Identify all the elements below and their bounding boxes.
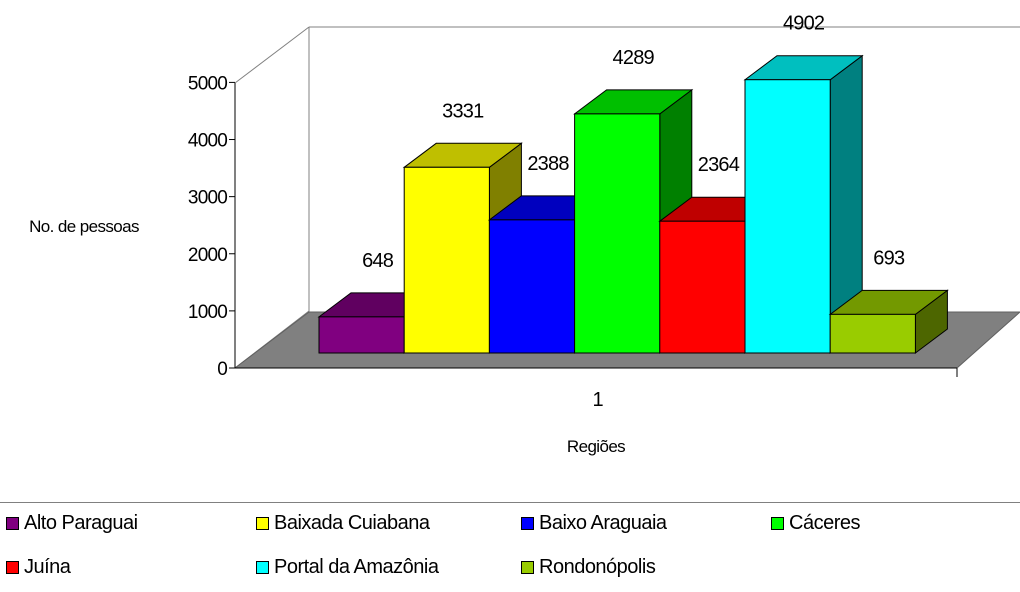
back-wall-edge xyxy=(234,27,310,369)
bar-front xyxy=(318,316,405,354)
data-label: 4289 xyxy=(613,47,655,69)
y-tick-label: 1000 xyxy=(188,302,227,323)
bar-rondon-polis xyxy=(828,289,949,354)
legend-swatch xyxy=(6,561,19,574)
value-axis: 0 1000 2000 3000 4000 5000 xyxy=(188,73,236,380)
legend-item-baixada-cuiabana: Baixada Cuiabana xyxy=(256,512,430,535)
data-label: 693 xyxy=(873,247,905,269)
legend-swatch xyxy=(521,517,534,530)
legend-swatch xyxy=(771,517,784,530)
bar-front xyxy=(659,220,746,354)
y-tick-label: 2000 xyxy=(188,245,227,266)
legend-item-portal-da-amaz-nia: Portal da Amazônia xyxy=(256,556,439,579)
legend-swatch xyxy=(6,517,19,530)
legend-label: Rondonópolis xyxy=(539,556,656,578)
y-axis-title: No. de pessoas xyxy=(29,217,139,236)
bar-front xyxy=(829,313,916,354)
bars xyxy=(317,54,949,354)
data-label: 4902 xyxy=(783,13,825,35)
legend-swatch xyxy=(256,561,269,574)
y-tick-label: 3000 xyxy=(188,188,227,209)
data-labels: 648 3331 2388 4289 2364 4902 693 xyxy=(362,13,906,272)
legend-label: Juína xyxy=(24,556,71,578)
legend-label: Baixo Araguaia xyxy=(539,512,667,534)
legend-item-rondon-polis: Rondonópolis xyxy=(521,556,656,579)
bar-front xyxy=(488,219,576,354)
category-tick-label: 1 xyxy=(592,389,603,411)
data-label: 2388 xyxy=(527,153,569,175)
legend-divider xyxy=(0,502,1020,503)
legend-item-ju-na: Juína xyxy=(6,556,71,579)
wall-top-edge xyxy=(234,26,310,84)
legend-swatch xyxy=(256,517,269,530)
legend-swatch xyxy=(521,561,534,574)
y-tick-label: 0 xyxy=(217,359,227,380)
legend-label: Alto Paraguai xyxy=(24,512,138,534)
legend-label: Baixada Cuiabana xyxy=(274,512,430,534)
data-label: 648 xyxy=(362,250,394,272)
legend-item-c-ceres: Cáceres xyxy=(771,512,860,535)
legend-item-baixo-araguaia: Baixo Araguaia xyxy=(521,512,667,535)
legend-label: Portal da Amazônia xyxy=(274,556,439,578)
bar-front xyxy=(403,166,490,354)
bar-portal-da-amaz-nia xyxy=(743,54,864,354)
bar-chart-3d: 0 1000 2000 3000 4000 5000 648 3331 2388 4289 236… xyxy=(29,13,1020,456)
bar-front xyxy=(574,113,661,354)
data-label: 3331 xyxy=(442,100,484,122)
bar-front xyxy=(744,79,831,354)
data-label: 2364 xyxy=(698,154,740,176)
legend-label: Cáceres xyxy=(789,512,860,534)
y-tick-label: 4000 xyxy=(188,131,227,152)
x-axis-title: Regiões xyxy=(567,437,625,456)
y-tick-label: 5000 xyxy=(188,73,227,94)
legend-item-alto-paraguai: Alto Paraguai xyxy=(6,512,138,535)
